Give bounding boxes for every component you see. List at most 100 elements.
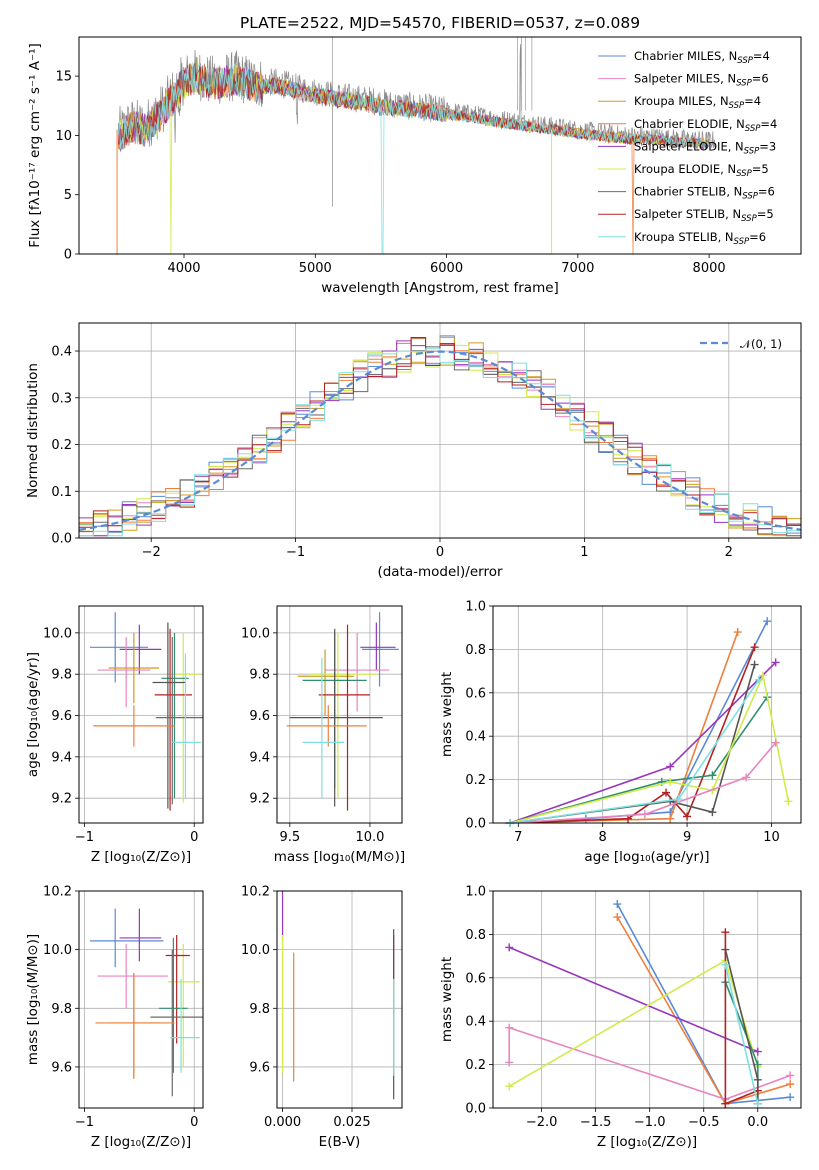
axes-frame [276, 605, 403, 824]
y-tick-label: 0.0 [51, 532, 72, 547]
weight-marker [759, 671, 768, 680]
legend-suffix: =5 [757, 207, 774, 221]
errorbar-point [361, 612, 399, 687]
errorbar-point [154, 628, 193, 811]
weight-marker [771, 658, 780, 667]
y-axis-label: age [log₁₀(age/yr)] [25, 652, 41, 777]
errorbar-point [159, 937, 188, 1073]
weight-marker [505, 943, 514, 952]
weight-marker [733, 628, 742, 637]
weight-line-4 [508, 959, 759, 1087]
mass-vs-ebv-plot [281, 891, 395, 1100]
x-tick-label: 6000 [430, 261, 463, 276]
weight-marker [753, 1075, 762, 1084]
weight-marker [505, 1058, 514, 1067]
errorbar-point [89, 908, 164, 968]
weight-marker [763, 617, 772, 626]
x-tick-label: 5000 [299, 261, 332, 276]
histogram-legend: 𝒩(0, 1) [700, 337, 782, 351]
legend-sub: SSP [734, 237, 750, 247]
legend-suffix: =3 [759, 139, 776, 153]
x-tick-label: −0.5 [688, 1115, 720, 1130]
histogram-step-8 [79, 348, 801, 537]
y-tick-label: 0.6 [465, 686, 486, 701]
axes-frame [276, 890, 403, 1109]
errorbar-point [97, 943, 168, 1009]
weight-marker [786, 1071, 795, 1080]
legend-sub: SSP [736, 169, 752, 179]
legend-name: Kroupa STELIB, N [634, 230, 734, 244]
y-tick-label: 0.3 [51, 391, 72, 406]
y-tick-label: 0 [64, 248, 72, 263]
histogram-step-4 [79, 340, 801, 537]
weight-marker [708, 808, 717, 817]
weight-marker [666, 814, 675, 823]
legend-suffix: =6 [752, 72, 769, 86]
y-tick-label: 9.8 [51, 668, 72, 683]
weight-marker [661, 788, 670, 797]
legend-suffix: =6 [749, 230, 766, 244]
y-tick-label: 1.0 [465, 885, 486, 900]
histogram-plot [79, 335, 801, 537]
x-axis-label: Z [log₁₀(Z/Z⊙)] [91, 849, 191, 865]
y-tick-label: 0.8 [465, 928, 486, 943]
x-tick-label: 2 [725, 545, 733, 560]
legend-name: Salpeter STELIB, N [634, 207, 741, 221]
y-tick-label: 0.1 [51, 485, 72, 500]
x-tick-label: −2 [142, 545, 161, 560]
legend-sub: SSP [744, 146, 760, 156]
y-axis-label: mass weight [439, 672, 455, 757]
axes-mass-vs-ebv: 0.000 0.025 9.6 9.8 10.0 10.2 E(B-V) [241, 885, 402, 1150]
y-tick-label: 10.0 [241, 943, 270, 958]
y-tick-label: 9.8 [249, 668, 270, 683]
weight-line-2 [508, 946, 759, 1053]
weight-line-7 [509, 742, 777, 824]
y-tick-label: 9.6 [249, 1060, 270, 1075]
weight-marker [505, 1082, 514, 1091]
x-tick-label: −1 [75, 1115, 94, 1130]
y-tick-label: 0.0 [465, 1102, 486, 1117]
legend-suffix: =6 [758, 185, 775, 199]
legend-sub: SSP [745, 124, 761, 134]
legend-sub: SSP [736, 79, 752, 89]
legend-name: Chabrier ELODIE, N [634, 117, 745, 131]
x-tick-label: 10.0 [355, 830, 384, 845]
legend-suffix: =4 [760, 117, 777, 131]
weight-marker [666, 762, 675, 771]
normal-reference-curve [79, 350, 801, 531]
y-tick-label: 0.2 [51, 438, 72, 453]
model-line-8 [117, 61, 710, 254]
x-tick-label: 7 [514, 830, 522, 845]
errorbar-point [95, 973, 175, 1079]
x-tick-label: 0.0 [747, 1115, 768, 1130]
x-tick-label: 0 [190, 830, 198, 845]
weight-marker [683, 812, 692, 821]
y-tick-label: 10.0 [43, 943, 72, 958]
weight-marker [750, 660, 759, 669]
y-tick-label: 0.8 [465, 643, 486, 658]
figure-title: PLATE=2522, MJD=54570, FIBERID=0537, z=0… [240, 14, 640, 32]
errorbar-point [93, 705, 175, 747]
errorbar-point [302, 657, 345, 799]
weight-marker [721, 928, 730, 937]
y-tick-label: 10.0 [241, 626, 270, 641]
x-tick-label: 1 [580, 545, 588, 560]
x-tick-label: 0 [190, 1115, 198, 1130]
errorbar-point [289, 628, 383, 807]
errorbar-point [309, 632, 378, 799]
weight-marker [742, 773, 751, 782]
legend-sub: SSP [737, 56, 753, 66]
y-tick-label: 10 [55, 129, 72, 144]
y-tick-label: 0.0 [465, 817, 486, 832]
legend-name: Salpeter MILES, N [634, 72, 736, 86]
weight-marker [640, 810, 649, 819]
legend-label: 𝒩(0, 1) [740, 337, 782, 351]
y-tick-label: 9.2 [249, 792, 270, 807]
legend-label: Salpeter MILES, NSSP=6 [634, 72, 769, 89]
x-axis-label: Z [log₁₀(Z/Z⊙)] [91, 1134, 191, 1150]
errorbar-point [89, 612, 149, 683]
x-tick-label: 8000 [693, 261, 726, 276]
legend-label: Salpeter STELIB, NSSP=5 [634, 207, 774, 224]
x-tick-label: 9 [683, 830, 691, 845]
